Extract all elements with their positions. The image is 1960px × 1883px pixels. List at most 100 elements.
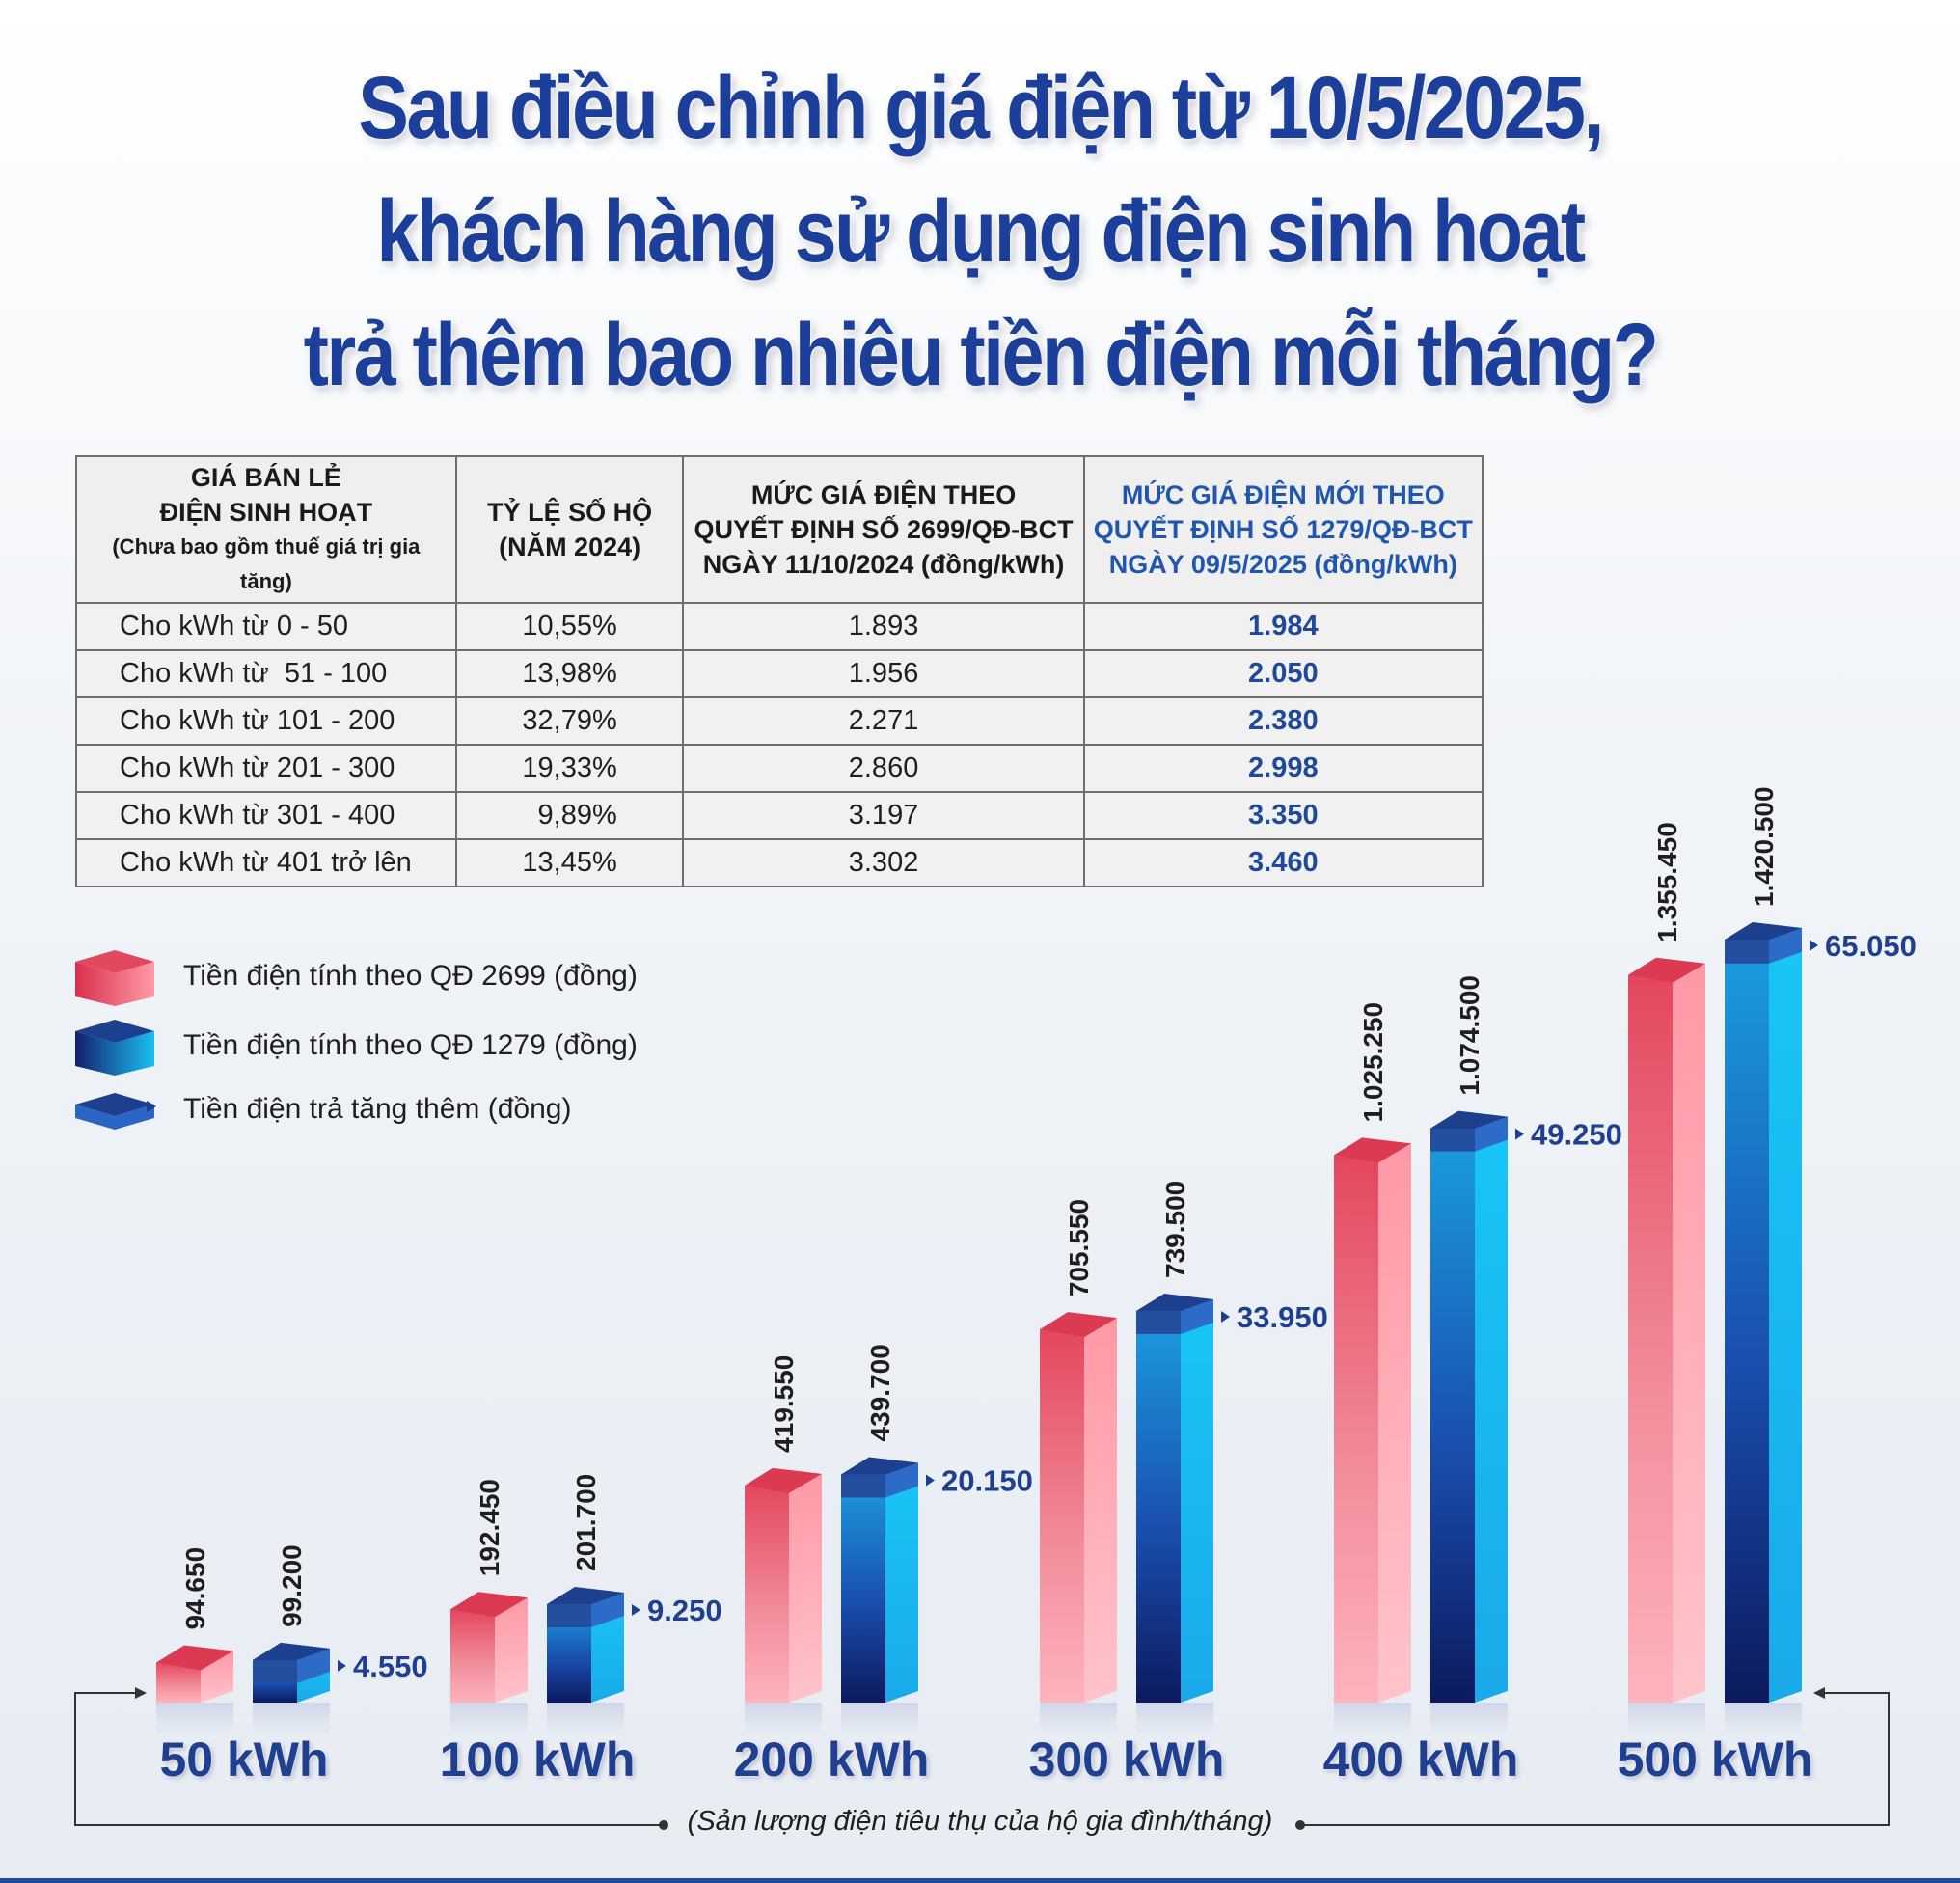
bar-new-5 <box>1430 1110 1508 1703</box>
price-new: 1.984 <box>1082 602 1484 651</box>
tier-label: Cho kWh từ 301 - 400 <box>75 791 457 840</box>
bar-reflection <box>450 1703 528 1735</box>
arrow-right-icon <box>1221 1310 1230 1323</box>
bar-increase-5 <box>1430 1116 1508 1152</box>
price-old: 3.302 <box>682 838 1085 887</box>
value-label-old: 192.450 <box>475 1479 504 1576</box>
arrow-right-icon <box>1515 1128 1524 1140</box>
increase-label: 9.250 <box>647 1594 722 1627</box>
title-line-3: trả thêm bao nhiêu tiền điện mỗi tháng? <box>303 306 1659 404</box>
price-new: 2.050 <box>1082 649 1484 698</box>
tier-label: Cho kWh từ 0 - 50 <box>75 602 457 651</box>
axis-bracket-left <box>74 1692 664 1826</box>
household-ratio: 10,55% <box>454 602 685 651</box>
bar-reflection <box>156 1703 233 1735</box>
bar-reflection <box>1628 1703 1705 1735</box>
table-row: Cho kWh từ 401 trở lên 13,45% 3.302 3.46… <box>75 838 1484 887</box>
price-old: 2.271 <box>682 696 1085 746</box>
header-retail-price: GIÁ BÁN LẺ ĐIỆN SINH HOẠT (Chưa bao gồm … <box>75 455 457 604</box>
title-line-1: Sau điều chỉnh giá điện từ 10/5/2025, <box>358 59 1604 157</box>
price-old: 3.197 <box>682 791 1085 840</box>
bar-reflection <box>547 1703 624 1735</box>
header-household-ratio: TỶ LỆ SỐ HỘ (NĂM 2024) <box>454 455 685 604</box>
arrow-right-icon <box>632 1603 640 1616</box>
bar-reflection <box>1725 1703 1802 1735</box>
bar-reflection <box>1334 1703 1411 1735</box>
value-label-new: 439.700 <box>865 1344 895 1441</box>
value-label-new: 739.500 <box>1160 1181 1190 1278</box>
bar-reflection <box>1430 1703 1508 1735</box>
red-cube-icon <box>75 950 154 1006</box>
price-table: GIÁ BÁN LẺ ĐIỆN SINH HOẠT (Chưa bao gồm … <box>75 455 1484 887</box>
legend-item-new: Tiền điện tính theo QĐ 1279 (đồng) <box>73 1020 638 1082</box>
bar-old-4 <box>1040 1312 1117 1703</box>
bar-new-4 <box>1136 1293 1213 1703</box>
category-label: 200 kWh <box>733 1733 930 1787</box>
page-title: Sau điều chỉnh giá điện từ 10/5/2025, kh… <box>137 46 1823 417</box>
bar-old-6 <box>1628 957 1705 1703</box>
table-header-row: GIÁ BÁN LẺ ĐIỆN SINH HOẠT (Chưa bao gồm … <box>75 455 1484 604</box>
table-row: Cho kWh từ 51 - 100 13,98% 1.956 2.050 <box>75 649 1484 698</box>
table-row: Cho kWh từ 101 - 200 32,79% 2.271 2.380 <box>75 696 1484 746</box>
bar-old-2 <box>450 1592 528 1703</box>
price-old: 1.956 <box>682 649 1085 698</box>
arrow-right-icon <box>926 1474 935 1487</box>
arrow-right-icon <box>135 1687 147 1699</box>
household-ratio: 13,98% <box>454 649 685 698</box>
value-label-new: 99.200 <box>277 1544 307 1627</box>
blue-cube-icon <box>75 1020 154 1076</box>
value-label-new: 201.700 <box>571 1474 601 1571</box>
bar-increase-4 <box>1136 1298 1213 1334</box>
bar-reflection <box>253 1703 330 1735</box>
bar-increase-2 <box>547 1592 624 1627</box>
increase-label: 20.150 <box>941 1463 1033 1497</box>
value-label-old: 705.550 <box>1064 1199 1094 1296</box>
increase-label: 33.950 <box>1237 1300 1328 1334</box>
price-old: 2.860 <box>682 744 1085 793</box>
table-row: Cho kWh từ 0 - 50 10,55% 1.893 1.984 <box>75 602 1484 651</box>
tier-label: Cho kWh từ 201 - 300 <box>75 744 457 793</box>
value-label-new: 1.420.500 <box>1749 786 1779 907</box>
table-row: Cho kWh từ 201 - 300 19,33% 2.860 2.998 <box>75 744 1484 793</box>
arrow-right-icon <box>1810 940 1818 951</box>
value-label-old: 419.550 <box>769 1355 799 1453</box>
value-label-new: 1.074.500 <box>1455 975 1484 1096</box>
category-label: 50 kWh <box>159 1733 329 1787</box>
household-ratio: 19,33% <box>454 744 685 793</box>
axis-bracket-right <box>1300 1692 1890 1826</box>
bar-reflection <box>841 1703 918 1735</box>
value-label-old: 1.025.250 <box>1358 1002 1388 1123</box>
category-label: 500 kWh <box>1617 1733 1813 1787</box>
table-row: Cho kWh từ 301 - 400 9,89% 3.197 3.350 <box>75 791 1484 840</box>
header-price-new: MỨC GIÁ ĐIỆN MỚI THEO QUYẾT ĐỊNH SỐ 1279… <box>1082 455 1484 604</box>
bar-old-3 <box>745 1467 822 1703</box>
bar-reflection <box>1040 1703 1117 1735</box>
arrow-right-icon <box>338 1659 346 1672</box>
increase-label: 4.550 <box>353 1650 428 1683</box>
bar-increase-3 <box>841 1462 918 1498</box>
category-label: 100 kWh <box>439 1733 636 1787</box>
axis-bracket <box>74 1687 1890 1830</box>
price-new: 3.460 <box>1082 838 1484 887</box>
bar-reflection <box>1136 1703 1213 1735</box>
price-old: 1.893 <box>682 602 1085 651</box>
title-line-2: khách hàng sử dụng điện sinh hoạt <box>376 182 1586 281</box>
bar-new-6 <box>1725 922 1802 1703</box>
x-axis-label: (Sản lượng điện tiêu thụ của hộ gia đình… <box>687 1806 1273 1837</box>
household-ratio: 13,45% <box>454 838 685 887</box>
blue-slab-icon <box>75 1093 156 1130</box>
bar-increase-6 <box>1725 928 1802 964</box>
increase-label: 65.050 <box>1825 929 1917 963</box>
household-ratio: 32,79% <box>454 696 685 746</box>
price-new: 2.380 <box>1082 696 1484 746</box>
legend-item-increase: Tiền điện trả tăng thêm (đồng) <box>73 1093 571 1136</box>
value-label-old: 94.650 <box>180 1547 210 1630</box>
price-new: 2.998 <box>1082 744 1484 793</box>
increase-label: 49.250 <box>1531 1118 1622 1152</box>
arrow-left-icon <box>1813 1687 1825 1699</box>
bar-old-1 <box>156 1645 233 1703</box>
legend-item-old: Tiền điện tính theo QĐ 2699 (đồng) <box>73 950 638 1013</box>
bottom-accent-bar <box>0 1878 1960 1883</box>
tier-label: Cho kWh từ 51 - 100 <box>75 649 457 698</box>
